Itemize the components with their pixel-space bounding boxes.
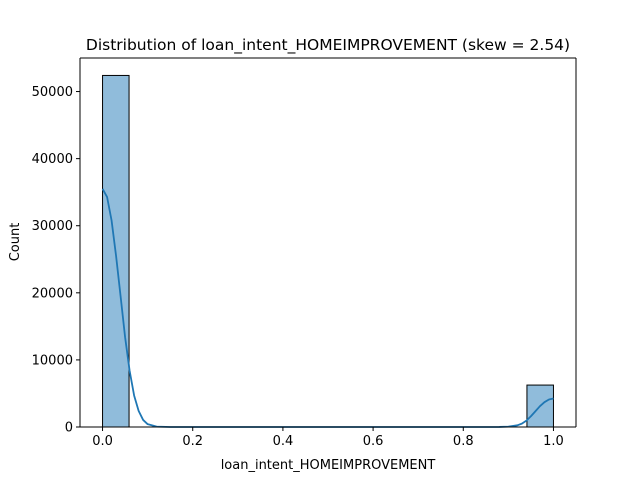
y-tick-label: 20000 xyxy=(32,286,73,301)
axes-layer xyxy=(79,57,577,428)
y-tick-label: 30000 xyxy=(32,219,73,234)
bars-layer xyxy=(102,74,554,428)
x-tick-label: 0.8 xyxy=(453,434,474,449)
chart-title: Distribution of loan_intent_HOMEIMPROVEM… xyxy=(86,36,570,55)
x-tick-label: 0.4 xyxy=(273,434,294,449)
x-tick-label: 0.2 xyxy=(182,434,203,449)
ticks-layer: 0.0 0.2 0.4 0.6 0.8 1.0 0 10000 20000 30000 40000 5… xyxy=(32,85,564,449)
y-axis-label: Count xyxy=(8,223,23,262)
y-tick-label: 10000 xyxy=(32,353,73,368)
x-axis-label: loan_intent_HOMEIMPROVEMENT xyxy=(221,458,436,473)
y-tick-label: 50000 xyxy=(32,85,73,100)
x-tick-label: 0.6 xyxy=(363,434,384,449)
y-tick-label: 40000 xyxy=(32,152,73,167)
y-tick-label: 0 xyxy=(65,421,73,436)
x-tick-label: 1.0 xyxy=(543,434,564,449)
kde-layer xyxy=(101,188,554,428)
kde-line xyxy=(101,188,554,428)
x-tick-label: 0.0 xyxy=(92,434,113,449)
